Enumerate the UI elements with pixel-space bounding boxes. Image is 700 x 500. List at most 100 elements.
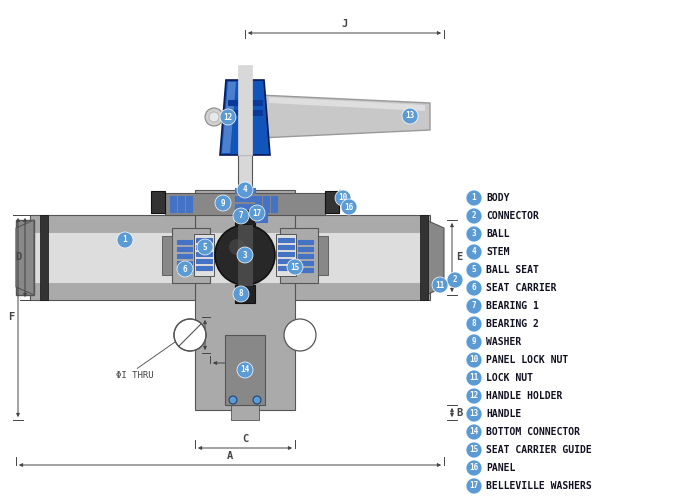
FancyBboxPatch shape <box>238 65 252 155</box>
FancyBboxPatch shape <box>196 266 212 270</box>
FancyBboxPatch shape <box>235 207 255 225</box>
FancyBboxPatch shape <box>177 254 192 258</box>
Text: 12: 12 <box>470 392 479 400</box>
FancyBboxPatch shape <box>278 238 294 242</box>
Text: 6: 6 <box>472 284 476 292</box>
Circle shape <box>249 205 265 221</box>
Circle shape <box>466 226 482 242</box>
FancyBboxPatch shape <box>235 204 255 209</box>
Text: 14: 14 <box>470 428 479 436</box>
FancyBboxPatch shape <box>235 196 255 201</box>
FancyBboxPatch shape <box>231 405 259 420</box>
Text: BEARING 1: BEARING 1 <box>486 301 539 311</box>
Text: 14: 14 <box>240 366 250 374</box>
FancyBboxPatch shape <box>178 196 184 212</box>
FancyBboxPatch shape <box>298 240 313 244</box>
Text: PANEL: PANEL <box>486 463 515 473</box>
FancyBboxPatch shape <box>325 191 339 213</box>
FancyBboxPatch shape <box>177 261 192 265</box>
FancyBboxPatch shape <box>16 220 34 295</box>
Circle shape <box>220 109 236 125</box>
Text: 9: 9 <box>220 198 225 207</box>
Text: SEAT CARRIER GUIDE: SEAT CARRIER GUIDE <box>486 445 592 455</box>
FancyBboxPatch shape <box>255 196 261 212</box>
Text: D: D <box>15 252 21 262</box>
Circle shape <box>229 239 245 255</box>
Text: 8: 8 <box>239 290 244 298</box>
Text: 2: 2 <box>453 276 457 284</box>
FancyBboxPatch shape <box>177 240 192 244</box>
Circle shape <box>205 108 223 126</box>
FancyBboxPatch shape <box>228 110 262 115</box>
Text: BODY: BODY <box>486 193 510 203</box>
Text: ΦI THRU: ΦI THRU <box>116 370 154 380</box>
Text: 3: 3 <box>243 250 247 260</box>
Circle shape <box>233 208 249 224</box>
Text: 8: 8 <box>472 320 476 328</box>
FancyBboxPatch shape <box>162 236 172 275</box>
FancyBboxPatch shape <box>40 215 48 300</box>
Circle shape <box>466 280 482 296</box>
Text: 7: 7 <box>239 212 244 220</box>
Text: 5: 5 <box>203 242 207 252</box>
Text: 4: 4 <box>472 248 476 256</box>
Text: PANEL LOCK NUT: PANEL LOCK NUT <box>486 355 568 365</box>
Circle shape <box>215 225 275 285</box>
Circle shape <box>466 316 482 332</box>
Circle shape <box>466 262 482 278</box>
FancyBboxPatch shape <box>278 266 294 270</box>
FancyBboxPatch shape <box>235 188 255 193</box>
FancyBboxPatch shape <box>298 247 313 251</box>
Circle shape <box>447 272 463 288</box>
Circle shape <box>253 396 261 404</box>
Text: 10: 10 <box>470 356 479 364</box>
Text: 17: 17 <box>253 208 262 218</box>
Text: 13: 13 <box>470 410 479 418</box>
Text: 13: 13 <box>405 112 414 120</box>
Circle shape <box>341 199 357 215</box>
FancyBboxPatch shape <box>30 215 195 300</box>
Text: 7: 7 <box>472 302 476 310</box>
FancyBboxPatch shape <box>278 259 294 263</box>
Text: 16: 16 <box>470 464 479 472</box>
Text: F: F <box>8 312 14 322</box>
Circle shape <box>215 195 231 211</box>
Text: STEM: STEM <box>486 247 510 257</box>
Text: BOTTOM CONNECTOR: BOTTOM CONNECTOR <box>486 427 580 437</box>
Circle shape <box>284 319 316 351</box>
FancyBboxPatch shape <box>298 261 313 265</box>
FancyBboxPatch shape <box>238 225 252 285</box>
Circle shape <box>117 232 133 248</box>
FancyBboxPatch shape <box>255 219 267 222</box>
Text: C: C <box>242 434 248 444</box>
FancyBboxPatch shape <box>263 196 269 212</box>
FancyBboxPatch shape <box>195 190 295 410</box>
Text: E: E <box>456 252 462 262</box>
Circle shape <box>466 208 482 224</box>
Circle shape <box>197 239 213 255</box>
Circle shape <box>177 261 193 277</box>
FancyBboxPatch shape <box>255 211 267 214</box>
Polygon shape <box>259 95 430 138</box>
FancyBboxPatch shape <box>196 252 212 256</box>
Circle shape <box>466 298 482 314</box>
Circle shape <box>432 277 448 293</box>
Circle shape <box>466 442 482 458</box>
Text: BEARING 2: BEARING 2 <box>486 319 539 329</box>
FancyBboxPatch shape <box>298 254 313 258</box>
Circle shape <box>174 319 206 351</box>
Text: CONNECTOR: CONNECTOR <box>486 211 539 221</box>
Circle shape <box>466 478 482 494</box>
Text: 1: 1 <box>122 236 127 244</box>
FancyBboxPatch shape <box>194 234 214 276</box>
Text: H: H <box>195 330 201 340</box>
Polygon shape <box>269 97 425 111</box>
Circle shape <box>466 388 482 404</box>
Text: A: A <box>227 451 233 461</box>
FancyBboxPatch shape <box>278 252 294 256</box>
Circle shape <box>335 190 351 206</box>
Text: LOCK NUT: LOCK NUT <box>486 373 533 383</box>
Circle shape <box>237 362 253 378</box>
Polygon shape <box>222 82 236 153</box>
FancyBboxPatch shape <box>235 285 255 303</box>
